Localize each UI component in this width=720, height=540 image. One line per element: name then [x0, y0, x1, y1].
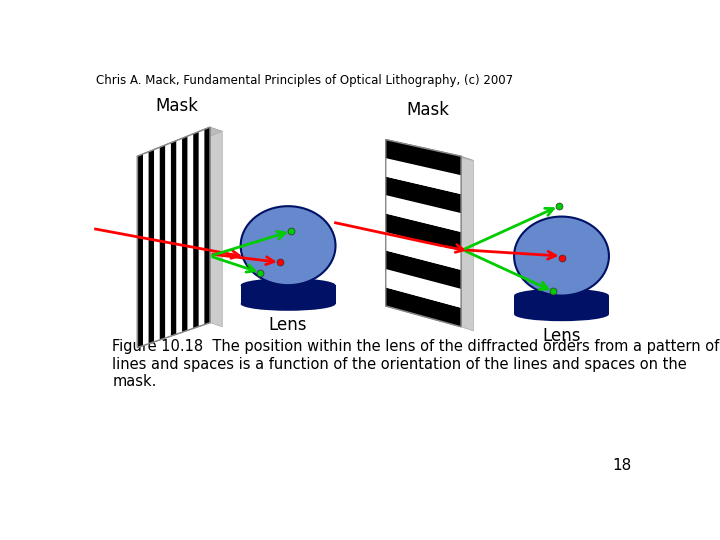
Polygon shape: [386, 140, 473, 160]
Polygon shape: [199, 130, 204, 327]
Ellipse shape: [514, 217, 609, 295]
Polygon shape: [386, 140, 461, 175]
Polygon shape: [193, 132, 199, 328]
Polygon shape: [154, 147, 160, 342]
Polygon shape: [182, 136, 188, 332]
Polygon shape: [386, 232, 461, 270]
Ellipse shape: [240, 206, 336, 285]
Polygon shape: [386, 269, 461, 308]
Polygon shape: [204, 127, 210, 325]
Text: Mask: Mask: [155, 97, 198, 114]
Polygon shape: [461, 156, 473, 331]
Ellipse shape: [514, 307, 609, 321]
Polygon shape: [143, 152, 148, 346]
Text: 18: 18: [612, 458, 631, 473]
Polygon shape: [386, 195, 461, 232]
Text: Lens: Lens: [269, 316, 307, 334]
Polygon shape: [166, 143, 171, 338]
Polygon shape: [210, 127, 222, 327]
Polygon shape: [148, 150, 154, 343]
Polygon shape: [386, 287, 461, 327]
Polygon shape: [386, 251, 461, 289]
Polygon shape: [176, 138, 182, 334]
Polygon shape: [171, 140, 176, 336]
Text: Mask: Mask: [406, 101, 449, 119]
Polygon shape: [138, 154, 143, 348]
Polygon shape: [386, 140, 461, 327]
Polygon shape: [160, 145, 166, 340]
Text: Chris A. Mack, Fundamental Principles of Optical Lithography, (c) 2007: Chris A. Mack, Fundamental Principles of…: [96, 74, 513, 87]
Polygon shape: [386, 158, 461, 194]
Ellipse shape: [514, 289, 609, 302]
Polygon shape: [138, 127, 222, 160]
Polygon shape: [138, 127, 210, 348]
Ellipse shape: [240, 278, 336, 292]
Polygon shape: [386, 177, 461, 213]
Text: Figure 10.18  The position within the lens of the diffracted orders from a patte: Figure 10.18 The position within the len…: [112, 339, 719, 389]
Polygon shape: [240, 285, 336, 304]
Polygon shape: [188, 134, 193, 330]
Polygon shape: [386, 213, 461, 251]
Ellipse shape: [240, 297, 336, 311]
Polygon shape: [514, 295, 609, 314]
Text: Lens: Lens: [542, 327, 581, 345]
